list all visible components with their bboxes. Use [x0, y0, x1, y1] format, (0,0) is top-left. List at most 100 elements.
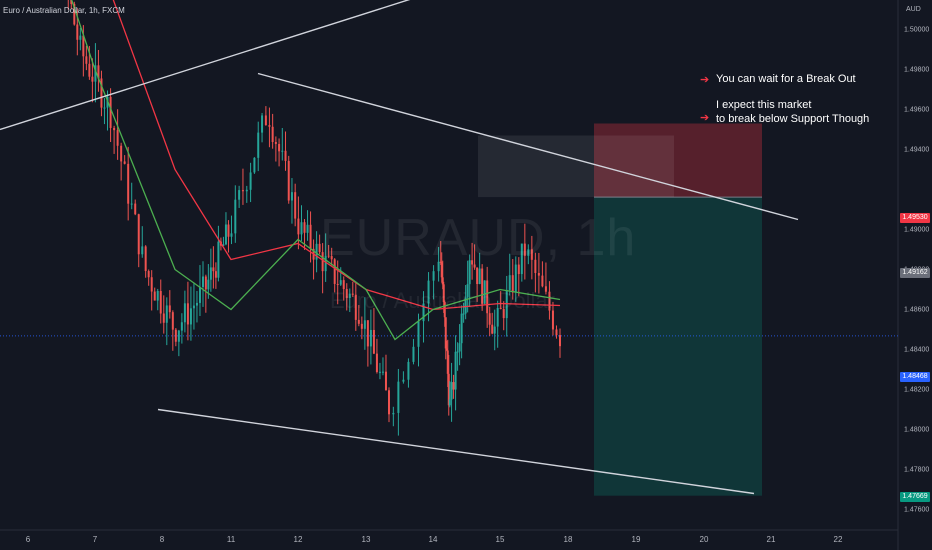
candle-body [217, 241, 220, 278]
price-tick-label: 1.48600 [904, 306, 930, 313]
candle-body [378, 371, 381, 373]
time-tick-label: 6 [25, 535, 31, 544]
candle-body [514, 264, 517, 293]
candle-body [387, 390, 390, 415]
candle-body [201, 276, 204, 288]
candle-body [153, 291, 156, 301]
candle-body [204, 276, 207, 290]
candle-body [94, 65, 97, 82]
candle-body [230, 233, 233, 237]
candle-body [91, 76, 94, 82]
candle-body [192, 305, 195, 309]
candle-body [432, 271, 435, 281]
candle-body [473, 264, 476, 268]
candle-body [300, 222, 303, 235]
candle-body [499, 307, 502, 309]
candle-body [76, 24, 79, 40]
candle-body [440, 262, 443, 278]
candle-body [165, 305, 168, 323]
candle-body [278, 143, 281, 152]
candle-body [195, 302, 198, 306]
candle-body [466, 284, 469, 298]
candle-body [245, 189, 248, 192]
price-tick-label: 1.47800 [904, 466, 930, 473]
candle-body [183, 303, 186, 323]
ma-fast-line [71, 0, 561, 341]
candle-body [150, 277, 153, 292]
candle-body [333, 259, 336, 284]
candle-body [447, 373, 450, 406]
candle-body [309, 224, 312, 249]
candle-body [238, 190, 241, 200]
candle-body [180, 322, 183, 331]
candle-body [342, 280, 345, 290]
candle-body [511, 275, 514, 293]
candle-body [541, 275, 544, 287]
candle-body [460, 313, 463, 344]
candle-body [120, 145, 123, 162]
candle-body [357, 319, 360, 324]
candle-body [443, 302, 446, 318]
candle-body [464, 297, 467, 314]
candle-body [502, 308, 505, 319]
time-tick-label: 18 [563, 535, 573, 544]
time-tick-label: 22 [833, 535, 843, 544]
watermark-description: Euro / Australian Dollar [330, 288, 555, 313]
symbol-header[interactable]: Euro / Australian Dollar, 1h, FXCM [3, 6, 125, 15]
support-trendline [157, 408, 755, 495]
candle-body [88, 63, 91, 77]
candle-body [351, 293, 354, 295]
candle-body [458, 343, 461, 352]
candle-body [375, 353, 378, 373]
candle-body [397, 381, 400, 413]
note-support-line2[interactable]: to break below Support Though [716, 113, 870, 125]
price-tick-label: 1.49400 [904, 146, 930, 153]
candle-body [336, 283, 339, 285]
candle-body [330, 256, 333, 260]
note-break-out[interactable]: You can wait for a Break Out [716, 73, 856, 85]
time-tick-label: 13 [361, 535, 371, 544]
candle-body [508, 275, 511, 290]
time-tick-label: 21 [766, 535, 776, 544]
candle-body [412, 346, 415, 362]
candle-body [82, 35, 85, 57]
note-support-line1[interactable]: I expect this market [716, 99, 812, 111]
candle-body [137, 214, 140, 255]
time-tick-label: 7 [92, 535, 98, 544]
candle-body [551, 310, 554, 330]
ma-slow-line [112, 0, 561, 311]
candle-body [227, 224, 230, 237]
candle-body [392, 412, 395, 415]
candle-body [264, 115, 267, 126]
candle-body [156, 291, 159, 301]
candle-body [462, 313, 465, 315]
candle-body [523, 243, 526, 256]
candle-body [369, 329, 372, 347]
candle-body [281, 150, 284, 152]
candle-body [261, 115, 264, 133]
stop-loss-zone [594, 123, 762, 198]
price-tick-label: 1.49600 [904, 106, 930, 113]
candle-body [468, 260, 471, 285]
candle-body [327, 255, 330, 257]
time-tick-label: 8 [159, 535, 165, 544]
time-tick-label: 11 [226, 535, 236, 544]
candle-body [70, 0, 73, 4]
candle-body [144, 246, 147, 272]
candle-body [360, 323, 363, 329]
candle-body [496, 307, 499, 327]
candle-body [381, 371, 384, 373]
time-tick-label: 15 [495, 535, 505, 544]
candle-body [537, 272, 540, 276]
candle-body [249, 172, 252, 190]
candle-body [127, 163, 130, 204]
candle-body [97, 65, 100, 79]
candle-body [222, 244, 225, 246]
arrow-right-icon: ➔ [700, 112, 710, 124]
candle-body [372, 329, 375, 354]
time-tick-label: 14 [428, 535, 438, 544]
take-profit-zone [594, 197, 762, 496]
candle-body [407, 361, 410, 380]
